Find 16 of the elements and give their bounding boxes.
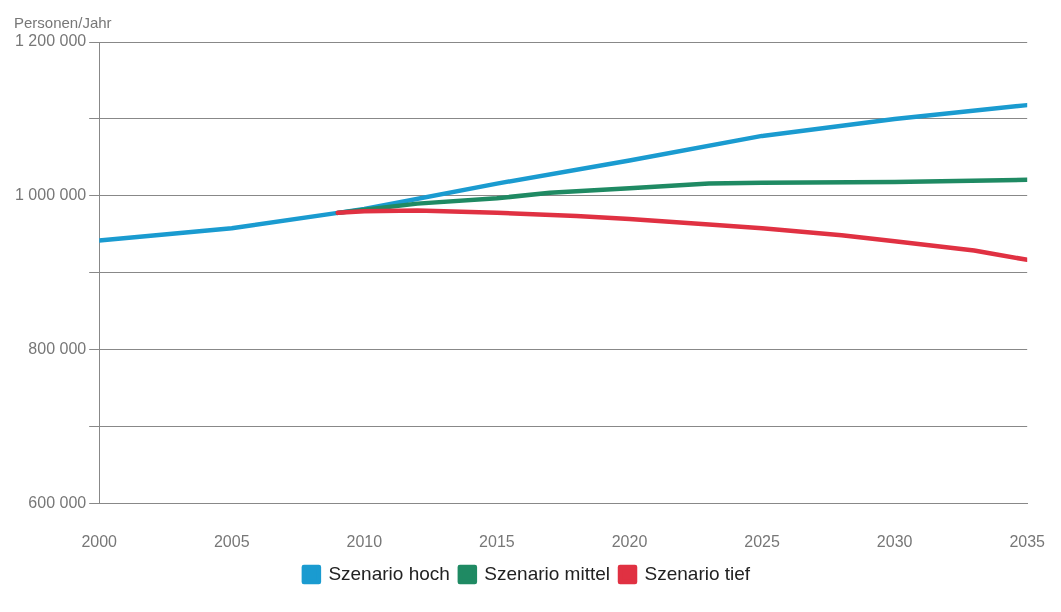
y-tick-label: 1 200 000 [14, 32, 87, 50]
x-tick-label: 2000 [81, 532, 118, 550]
y-tick-label: 600 000 [28, 494, 87, 512]
y-axis-title: Personen/Jahr [14, 13, 112, 31]
x-tick-label: 2015 [479, 532, 515, 550]
x-tick-label: 2010 [346, 532, 383, 550]
legend-label: Szenario tief [644, 562, 751, 584]
y-tick-label: 800 000 [28, 340, 87, 358]
y-tick-label: 1 000 000 [14, 186, 87, 204]
legend-label: Szenario mittel [484, 562, 611, 584]
x-tick-label: 2005 [213, 532, 250, 550]
x-tick-label: 2035 [1009, 532, 1046, 550]
x-tick-label: 2020 [611, 532, 648, 550]
legend-label: Szenario hoch [328, 562, 450, 584]
x-tick-label: 2025 [744, 532, 780, 550]
x-tick-label: 2030 [876, 532, 913, 550]
